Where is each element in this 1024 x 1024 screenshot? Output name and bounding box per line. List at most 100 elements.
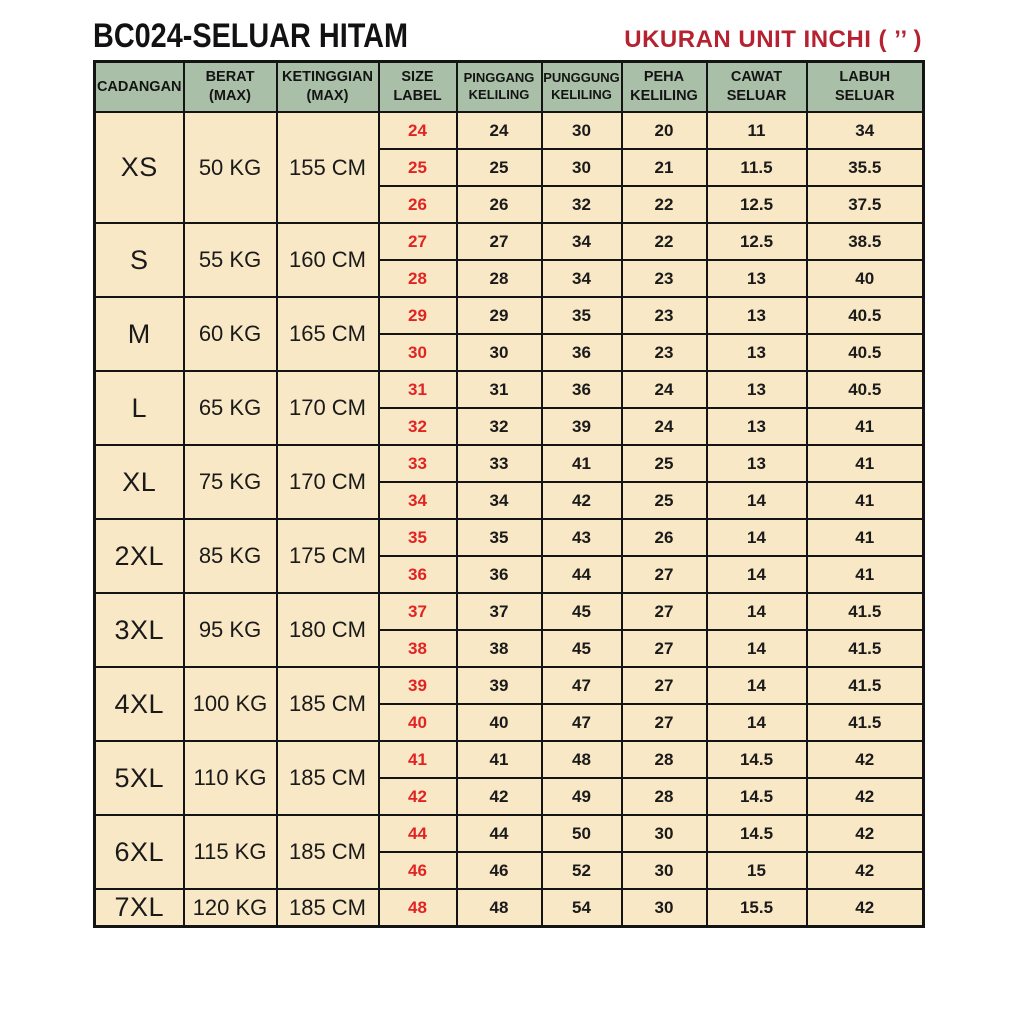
pinggang-cell: 37 — [455, 592, 543, 631]
pinggang-cell: 39 — [455, 666, 543, 705]
peha-cell: 27 — [620, 629, 708, 668]
height-cell: 185 CM — [275, 666, 380, 742]
table-row: 3XL 95 KG 180 CM 37 37 45 27 14 41.5 — [93, 592, 925, 668]
labuh-cell: 42 — [805, 740, 925, 779]
size-label-cell: 39 — [377, 666, 458, 705]
page-header: BC024-SELUAR HITAM UKURAN UNIT INCHI ( ’… — [93, 12, 922, 56]
header-cell-line: (MAX) — [209, 88, 251, 104]
height-cell: 185 CM — [275, 888, 380, 928]
height-cell: 170 CM — [275, 444, 380, 520]
table-row: 46 46 52 30 15 42 — [95, 851, 925, 890]
peha-cell: 23 — [620, 259, 708, 298]
cawat-cell: 13 — [705, 444, 808, 483]
punggung-cell: 49 — [540, 777, 623, 816]
size-cell: S — [93, 222, 185, 298]
size-label-cell: 48 — [377, 888, 458, 928]
punggung-cell: 42 — [540, 481, 623, 520]
table-row: 7XL 120 KG 185 CM 48 48 54 30 15.5 42 — [93, 888, 925, 928]
punggung-cell: 48 — [540, 740, 623, 779]
header-cell-line: SELUAR — [726, 88, 787, 104]
peha-cell: 30 — [620, 814, 708, 853]
labuh-cell: 41 — [805, 518, 925, 557]
size-label-cell: 33 — [377, 444, 458, 483]
cawat-cell: 14.5 — [705, 814, 808, 853]
cawat-cell: 11 — [705, 111, 808, 150]
table-row: 6XL 115 KG 185 CM 44 44 50 30 14.5 42 — [93, 814, 925, 890]
cawat-cell: 15.5 — [705, 888, 808, 928]
cawat-cell: 14.5 — [705, 777, 808, 816]
header-cell-line: KELILING — [630, 88, 698, 104]
size-label-cell: 26 — [377, 185, 458, 224]
size-label-cell: 44 — [377, 814, 458, 853]
header-cell: BERAT (MAX) — [182, 60, 278, 113]
punggung-cell: 52 — [540, 851, 623, 890]
cawat-cell: 13 — [705, 296, 808, 335]
size-label-cell: 35 — [377, 518, 458, 557]
header-cell-line: PEHA — [643, 69, 685, 86]
labuh-cell: 40.5 — [805, 296, 925, 335]
table-row: 30 30 36 23 13 40.5 — [95, 333, 925, 372]
peha-cell: 30 — [620, 888, 708, 928]
header-cell: SIZE LABEL — [377, 60, 458, 113]
cawat-cell: 15 — [705, 851, 808, 890]
peha-cell: 27 — [620, 555, 708, 594]
size-cell: 2XL — [93, 518, 185, 594]
punggung-cell: 47 — [540, 703, 623, 742]
cawat-cell: 12.5 — [705, 185, 808, 224]
peha-cell: 27 — [620, 592, 708, 631]
cawat-cell: 14.5 — [705, 740, 808, 779]
header-cell: CADANGAN — [93, 60, 185, 113]
size-label-cell: 41 — [377, 740, 458, 779]
size-label-cell: 24 — [377, 111, 458, 150]
header-cell: LABUH SELUAR — [805, 60, 925, 113]
size-cell: M — [93, 296, 185, 372]
peha-cell: 27 — [620, 666, 708, 705]
labuh-cell: 42 — [805, 814, 925, 853]
punggung-cell: 30 — [540, 148, 623, 187]
punggung-cell: 34 — [540, 222, 623, 261]
pinggang-cell: 27 — [455, 222, 543, 261]
table-row: 26 26 32 22 12.5 37.5 — [95, 185, 925, 224]
size-cell: 4XL — [93, 666, 185, 742]
pinggang-cell: 36 — [455, 555, 543, 594]
pinggang-cell: 30 — [455, 333, 543, 372]
labuh-cell: 41 — [805, 555, 925, 594]
weight-cell: 85 KG — [182, 518, 278, 594]
cawat-cell: 13 — [705, 407, 808, 446]
cawat-cell: 14 — [705, 555, 808, 594]
height-cell: 155 CM — [275, 111, 380, 224]
peha-cell: 22 — [620, 222, 708, 261]
size-label-cell: 42 — [377, 777, 458, 816]
cawat-cell: 13 — [705, 259, 808, 298]
peha-cell: 23 — [620, 296, 708, 335]
labuh-cell: 41.5 — [805, 666, 925, 705]
header-cell: PEHA KELILING — [620, 60, 708, 113]
peha-cell: 30 — [620, 851, 708, 890]
pinggang-cell: 35 — [455, 518, 543, 557]
size-label-cell: 29 — [377, 296, 458, 335]
pinggang-cell: 38 — [455, 629, 543, 668]
weight-cell: 95 KG — [182, 592, 278, 668]
height-cell: 175 CM — [275, 518, 380, 594]
page-title: BC024-SELUAR HITAM — [93, 15, 409, 55]
size-label-cell: 34 — [377, 481, 458, 520]
pinggang-cell: 48 — [455, 888, 543, 928]
labuh-cell: 41.5 — [805, 592, 925, 631]
labuh-cell: 42 — [805, 777, 925, 816]
table-row: L 65 KG 170 CM 31 31 36 24 13 40.5 — [93, 370, 925, 446]
header-cell-line: BERAT — [205, 69, 255, 86]
header-cell-line: KETINGGIAN — [281, 69, 374, 86]
peha-cell: 26 — [620, 518, 708, 557]
labuh-cell: 37.5 — [805, 185, 925, 224]
punggung-cell: 35 — [540, 296, 623, 335]
size-cell: XS — [93, 111, 185, 224]
table-body: XS 50 KG 155 CM 24 24 30 20 11 34 25 25 30 21 11.5 35.… — [93, 111, 925, 928]
size-label-cell: 40 — [377, 703, 458, 742]
header-cell-line: SELUAR — [834, 88, 895, 104]
pinggang-cell: 25 — [455, 148, 543, 187]
punggung-cell: 30 — [540, 111, 623, 150]
table-row: XL 75 KG 170 CM 33 33 41 25 13 41 — [93, 444, 925, 520]
weight-cell: 50 KG — [182, 111, 278, 224]
size-label-cell: 32 — [377, 407, 458, 446]
